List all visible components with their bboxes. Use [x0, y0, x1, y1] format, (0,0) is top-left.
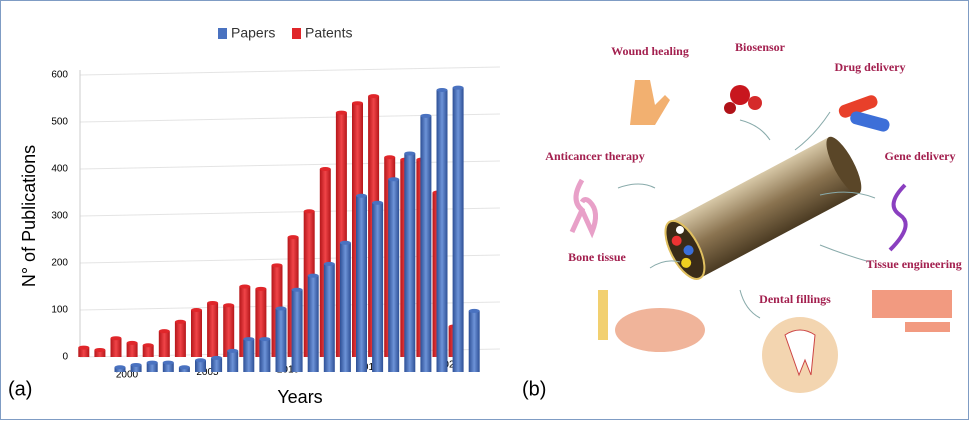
bar	[420, 116, 431, 372]
figure: 0 100 200 300 400 500 600 N° of Publications Yea…	[0, 0, 969, 420]
legend-label: Patents	[305, 25, 352, 41]
bar	[372, 203, 383, 372]
y-tick-label: 100	[51, 305, 68, 316]
bar	[175, 322, 186, 357]
bar-cap	[437, 88, 448, 92]
bar	[159, 331, 170, 357]
bar	[111, 338, 122, 357]
bar-cap	[352, 101, 363, 105]
bar-cap	[163, 361, 174, 365]
hand-icon	[630, 80, 670, 125]
bar-cap	[115, 365, 126, 369]
bar	[340, 243, 351, 372]
y-tick-label: 0	[62, 352, 68, 363]
bar-cap	[159, 329, 170, 333]
bar	[324, 264, 335, 372]
bar	[191, 310, 202, 357]
bar-cap	[288, 235, 299, 239]
y-tick-label: 300	[51, 211, 68, 222]
bar-cap	[388, 177, 399, 181]
bar-cap	[143, 343, 154, 347]
bar-cap	[111, 336, 122, 340]
bar	[127, 343, 138, 357]
bar-cap	[195, 358, 206, 362]
y-tick-label: 400	[51, 164, 68, 175]
legend-label: Papers	[231, 25, 275, 41]
bar	[259, 339, 270, 372]
bar	[243, 339, 254, 372]
application-label: Dental fillings	[759, 292, 831, 306]
bar-cap	[259, 337, 270, 341]
bar	[388, 179, 399, 372]
bar-cap	[272, 263, 283, 267]
bar	[227, 351, 238, 372]
bar	[308, 276, 319, 372]
application-label: Tissue engineering	[866, 257, 961, 271]
application-label: Wound healing	[611, 44, 689, 58]
legend-swatch	[292, 28, 301, 39]
grid-line	[80, 67, 500, 75]
bar-cap	[211, 356, 222, 360]
bar-cap	[243, 337, 254, 341]
bar-cap	[372, 201, 383, 205]
bar-cap	[292, 288, 303, 292]
bar	[211, 358, 222, 372]
x-axis-label: Years	[277, 387, 322, 407]
y-axis-label: N° of Publications	[19, 145, 39, 287]
application-label: Anticancer therapy	[545, 149, 644, 163]
chart: 0 100 200 300 400 500 600 N° of Publications Yea…	[19, 25, 500, 407]
bar-cap	[320, 167, 331, 171]
bar-cap	[78, 346, 89, 350]
bar	[469, 311, 480, 372]
bar-cap	[179, 365, 190, 369]
y-tick-label: 500	[51, 117, 68, 128]
bar-cap	[147, 361, 158, 365]
bar-cap	[324, 262, 335, 266]
bar-cap	[255, 287, 266, 291]
bar-cap	[94, 348, 105, 352]
illustration: Wound healing Biosensor Drug delivery An…	[545, 40, 961, 393]
application-label: Bone tissue	[568, 250, 626, 264]
bar-cap	[340, 241, 351, 245]
bar-cap	[207, 301, 218, 305]
bar-cap	[304, 209, 315, 213]
panel-label: (a)	[8, 378, 32, 400]
application-label: Biosensor	[735, 40, 786, 54]
bar-cap	[469, 309, 480, 313]
y-tick-label: 600	[51, 70, 68, 81]
legend-swatch	[218, 28, 227, 39]
bar	[292, 290, 303, 372]
bar-cap	[276, 307, 287, 311]
bar-cap	[368, 94, 379, 98]
bar	[356, 196, 367, 372]
bar-cap	[223, 303, 234, 307]
bar	[437, 90, 448, 372]
bar-cap	[191, 308, 202, 312]
application-label: Gene delivery	[885, 149, 956, 163]
bar-cap	[227, 349, 238, 353]
bar-cap	[453, 86, 464, 90]
panel-label: (b)	[522, 378, 546, 400]
application-label: Drug delivery	[835, 60, 906, 74]
bar-cap	[404, 151, 415, 155]
y-tick-label: 200	[51, 258, 68, 269]
bar-cap	[356, 194, 367, 198]
bar-cap	[239, 285, 250, 289]
bar	[453, 88, 464, 372]
bar-cap	[131, 363, 142, 367]
bar-cap	[127, 341, 138, 345]
bar-cap	[175, 320, 186, 324]
bar	[207, 303, 218, 357]
bar-cap	[308, 274, 319, 278]
bar	[276, 309, 287, 372]
bar-cap	[384, 155, 395, 159]
bar-cap	[336, 111, 347, 115]
bar-cap	[420, 114, 431, 118]
bar	[404, 153, 415, 372]
